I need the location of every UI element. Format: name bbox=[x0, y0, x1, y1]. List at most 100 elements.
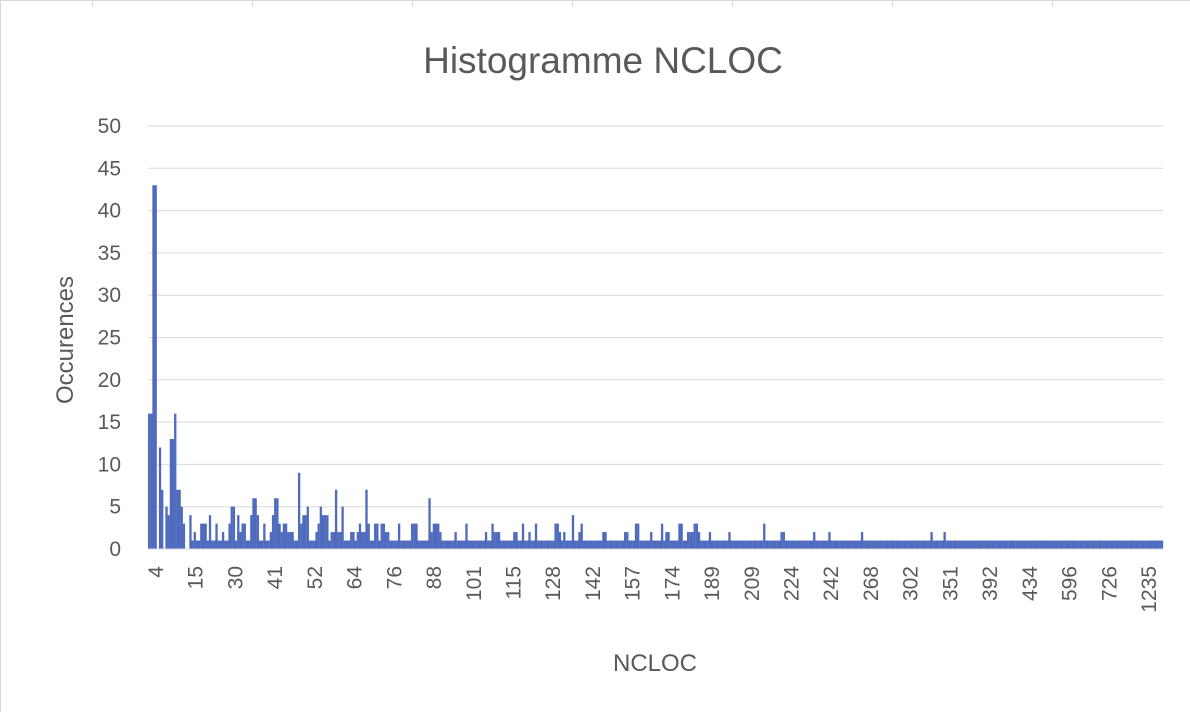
histogram-bar bbox=[1004, 540, 1007, 549]
histogram-bar bbox=[871, 540, 875, 549]
histogram-bar bbox=[954, 540, 957, 549]
histogram-bar bbox=[308, 540, 312, 549]
histogram-bar bbox=[513, 532, 516, 549]
histogram-bar bbox=[334, 489, 338, 549]
histogram-bar bbox=[613, 540, 616, 549]
histogram-bar bbox=[747, 540, 751, 549]
histogram-bar bbox=[619, 540, 622, 549]
histogram-bar bbox=[297, 472, 301, 549]
x-tick-label: 52 bbox=[304, 566, 327, 589]
histogram-bar bbox=[1052, 540, 1055, 549]
histogram-bar bbox=[389, 540, 392, 549]
histogram-bar bbox=[1110, 540, 1114, 549]
histogram-bar bbox=[830, 540, 833, 549]
histogram-bar bbox=[795, 540, 799, 549]
y-tick-label: 15 bbox=[98, 411, 121, 434]
x-tick-label: 302 bbox=[900, 566, 923, 601]
histogram-bar bbox=[756, 540, 759, 549]
histogram-bar bbox=[595, 540, 599, 549]
histogram-bar bbox=[361, 532, 364, 549]
histogram-bar bbox=[252, 498, 255, 549]
histogram-bar bbox=[226, 540, 229, 549]
histogram-bar bbox=[815, 540, 818, 549]
histogram-bar bbox=[526, 540, 529, 549]
histogram-bar bbox=[158, 447, 162, 549]
histogram-bar bbox=[658, 540, 662, 549]
histogram-bar bbox=[580, 523, 583, 549]
histogram-bar bbox=[356, 532, 359, 549]
histogram-bar bbox=[1017, 540, 1020, 549]
histogram-bar bbox=[878, 540, 881, 549]
histogram-bar bbox=[304, 515, 307, 549]
x-tick-label: 76 bbox=[383, 566, 406, 589]
histogram-bar bbox=[1076, 540, 1079, 549]
histogram-bar bbox=[582, 540, 586, 549]
histogram-bar bbox=[506, 540, 509, 549]
histogram-bar bbox=[732, 540, 735, 549]
histogram-bar bbox=[311, 540, 314, 549]
x-tick-label: 224 bbox=[781, 566, 804, 601]
histogram-bar bbox=[934, 540, 938, 549]
histogram-bar bbox=[1060, 540, 1064, 549]
histogram-bar bbox=[487, 540, 490, 549]
histogram-bar bbox=[632, 540, 635, 549]
histogram-bar bbox=[1073, 540, 1077, 549]
histogram-bar bbox=[474, 540, 477, 549]
histogram-bar bbox=[843, 540, 846, 549]
histogram-bar bbox=[452, 540, 455, 549]
histogram-bar bbox=[367, 523, 370, 549]
histogram-bar bbox=[515, 532, 518, 549]
histogram-bar bbox=[960, 540, 964, 549]
x-tick-label: 64 bbox=[344, 566, 367, 590]
histogram-bar bbox=[695, 523, 699, 549]
x-tick-label: 101 bbox=[463, 566, 486, 601]
histogram-bar bbox=[519, 540, 522, 549]
histogram-bar bbox=[1026, 540, 1029, 549]
histogram-bar bbox=[963, 540, 966, 549]
histogram-bar bbox=[763, 523, 766, 549]
histogram-bar bbox=[1039, 540, 1042, 549]
histogram-bar bbox=[754, 540, 757, 549]
histogram-bar bbox=[854, 540, 857, 549]
y-tick-label: 30 bbox=[98, 284, 121, 307]
histogram-bar bbox=[832, 540, 835, 549]
histogram-bar bbox=[528, 532, 531, 549]
histogram-bar bbox=[910, 540, 914, 549]
histogram-bar bbox=[995, 540, 998, 549]
histogram-bar bbox=[1115, 540, 1118, 549]
x-tick-label: 392 bbox=[979, 566, 1002, 601]
histogram-bar bbox=[904, 540, 907, 549]
histogram-bar bbox=[417, 540, 420, 549]
histogram-bar bbox=[1006, 540, 1009, 549]
histogram-bar bbox=[445, 540, 449, 549]
histogram-bar bbox=[341, 506, 344, 549]
histogram-bar bbox=[576, 540, 579, 549]
histogram-bar bbox=[471, 540, 475, 549]
histogram-bar bbox=[247, 540, 251, 549]
chart-title: Histogramme NCLOC bbox=[423, 40, 783, 81]
histogram-bar bbox=[828, 532, 831, 549]
histogram-bar bbox=[1152, 540, 1155, 549]
histogram-bar bbox=[1156, 540, 1159, 549]
histogram-bar bbox=[510, 540, 514, 549]
histogram-bar bbox=[491, 523, 494, 549]
histogram-bar bbox=[321, 515, 325, 549]
histogram-bar bbox=[178, 489, 181, 549]
histogram-bar bbox=[239, 532, 242, 549]
histogram-bar bbox=[500, 540, 503, 549]
histogram-bar bbox=[189, 515, 192, 549]
histogram-bar bbox=[469, 540, 472, 549]
histogram-bar bbox=[224, 540, 227, 549]
histogram-bar bbox=[752, 540, 755, 549]
histogram-bar bbox=[882, 540, 885, 549]
histogram-bar bbox=[154, 185, 157, 549]
x-tick-label: 157 bbox=[622, 566, 645, 601]
histogram-bar bbox=[150, 413, 153, 549]
y-gridlines bbox=[148, 125, 1163, 508]
histogram-bar bbox=[443, 540, 446, 549]
histogram-bar bbox=[171, 439, 175, 549]
histogram-bar bbox=[237, 515, 240, 549]
histogram-bar bbox=[889, 540, 892, 549]
histogram-bar bbox=[195, 540, 199, 549]
histogram-bar bbox=[671, 540, 675, 549]
